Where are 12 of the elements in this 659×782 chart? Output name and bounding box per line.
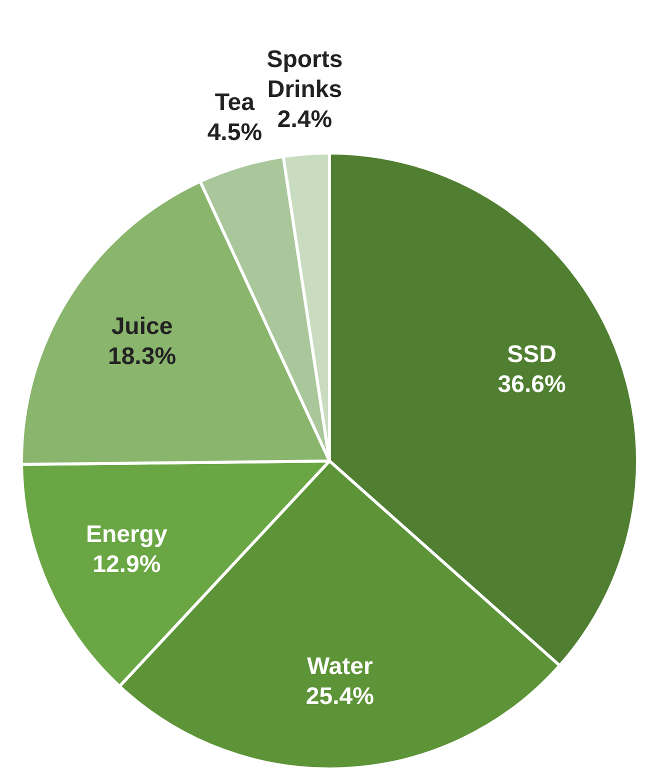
slice-label: Juice: [111, 313, 173, 340]
data-label: 18.3%: [108, 343, 176, 370]
data-label: 36.6%: [498, 370, 566, 398]
data-label: 4.5%: [207, 119, 262, 146]
slice-label: Water: [307, 653, 373, 680]
data-label: 2.4%: [277, 106, 332, 133]
slice-label: SSD: [507, 340, 556, 368]
data-label: 12.9%: [92, 551, 161, 578]
slice-label: Tea: [214, 89, 256, 116]
slice-label: Energy: [86, 521, 168, 548]
slice-label: Sports Drinks: [266, 46, 343, 103]
data-label: 25.4%: [306, 683, 374, 710]
